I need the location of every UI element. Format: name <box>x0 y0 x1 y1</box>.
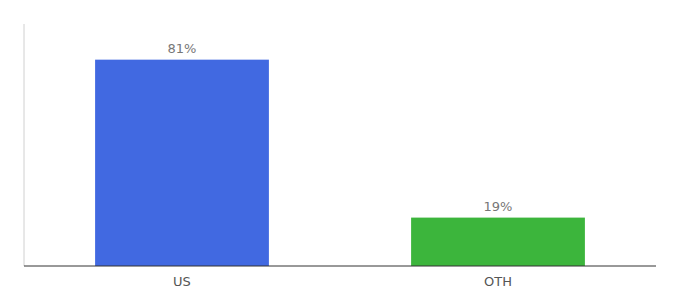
x-tick-label: US <box>173 274 191 289</box>
data-label: 19% <box>484 199 513 214</box>
chart-container: 81% 19% US OTH <box>0 0 680 300</box>
y-axis-line <box>24 24 25 266</box>
bar <box>95 60 269 266</box>
chart: 81% 19% US OTH <box>0 0 680 300</box>
data-label: 81% <box>168 41 197 56</box>
bar <box>411 218 585 266</box>
x-axis-line <box>24 266 656 267</box>
bars <box>95 60 585 266</box>
x-tick-label: OTH <box>484 274 512 289</box>
